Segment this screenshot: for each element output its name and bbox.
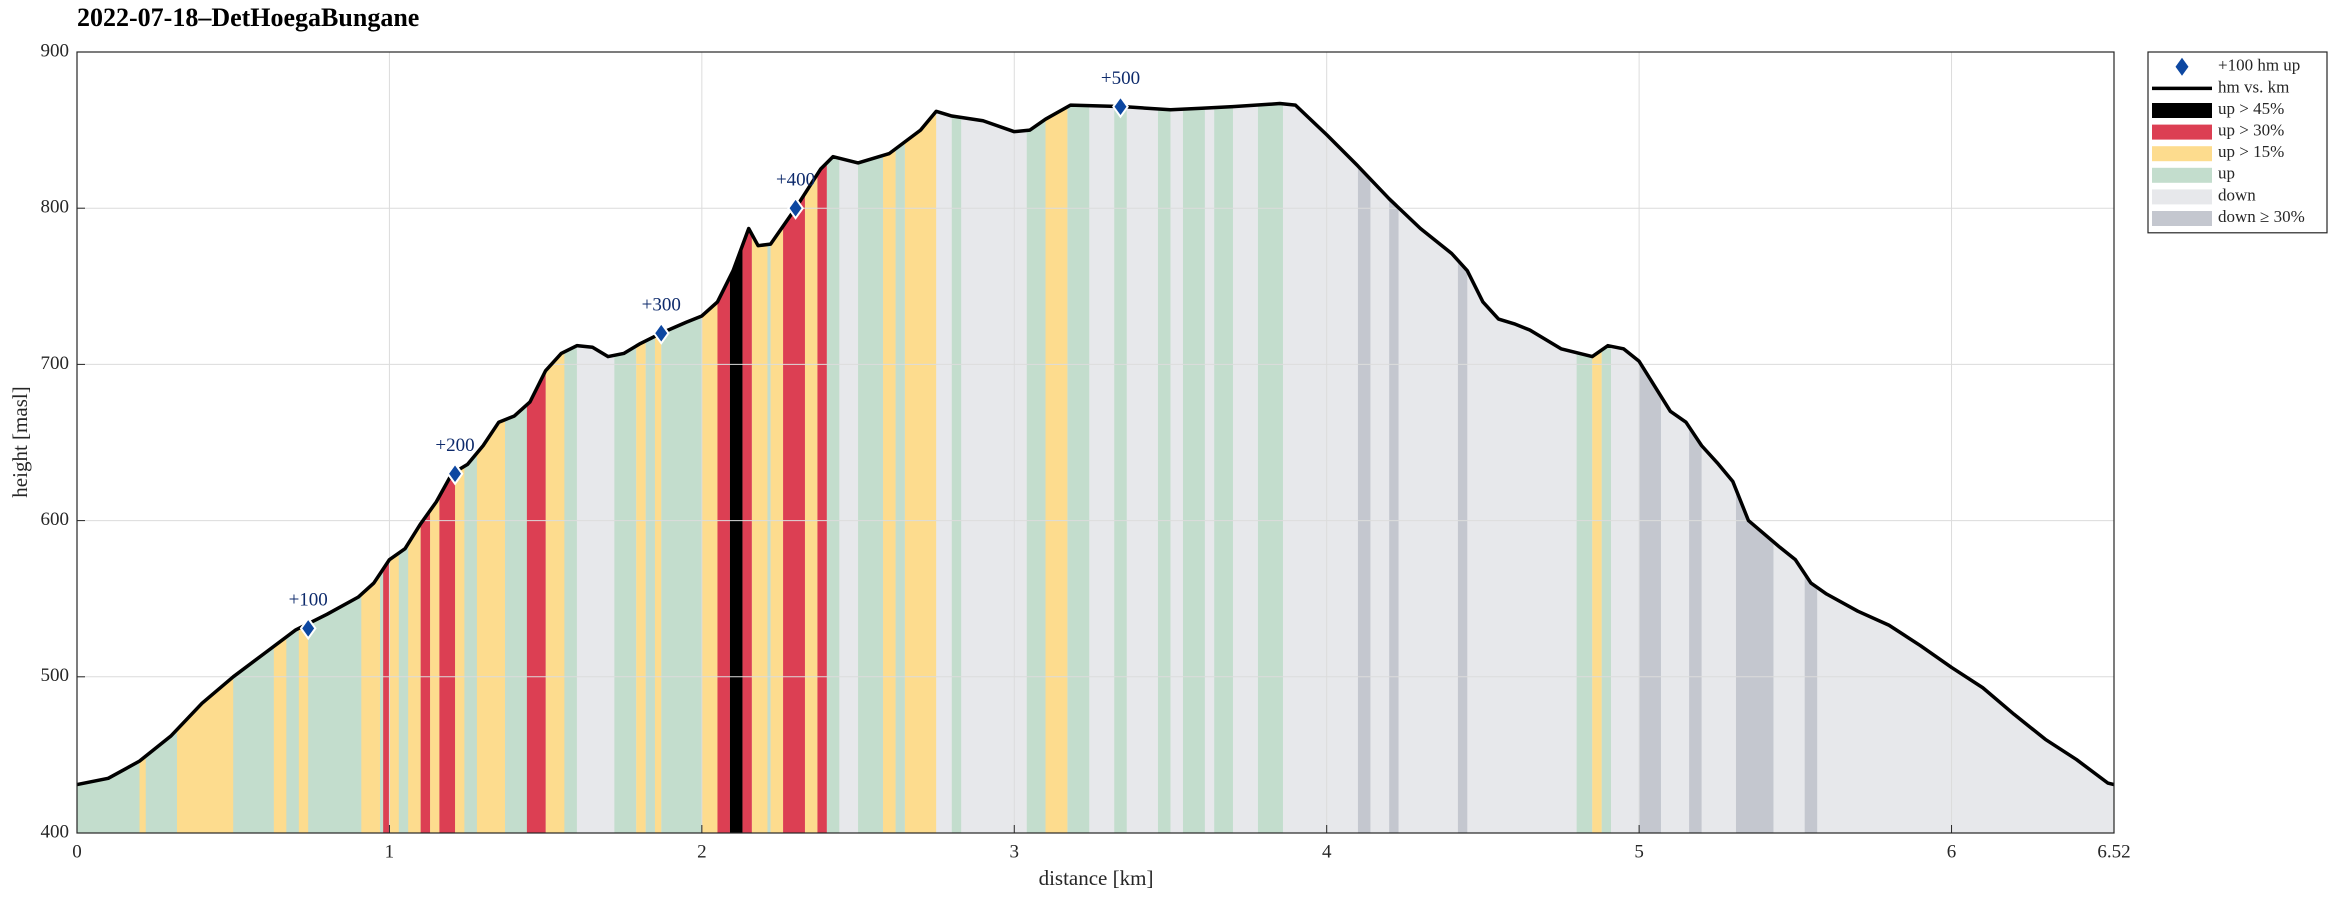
y-tick-label: 500	[41, 665, 70, 686]
chart-title: 2022-07-18–DetHoegaBungane	[77, 3, 419, 32]
band	[1067, 103, 1090, 833]
band	[1457, 103, 1468, 833]
band	[1601, 103, 1611, 833]
band	[176, 103, 234, 833]
band	[742, 103, 752, 833]
band	[1357, 103, 1371, 833]
legend-label: down ≥ 30%	[2218, 207, 2305, 226]
band	[895, 103, 905, 833]
x-tick-label: 5	[1634, 841, 1644, 862]
band	[729, 103, 743, 833]
legend-swatch	[2152, 103, 2212, 118]
band	[645, 103, 655, 833]
y-tick-label: 700	[41, 353, 70, 374]
x-tick-label: 4	[1322, 841, 1332, 862]
band	[636, 103, 646, 833]
band	[701, 103, 718, 833]
marker-label: +300	[642, 295, 681, 316]
band	[1182, 103, 1205, 833]
band	[1639, 103, 1661, 833]
band	[1592, 103, 1602, 833]
band	[883, 103, 896, 833]
band	[545, 103, 565, 833]
y-tick-label: 400	[41, 821, 70, 842]
band	[389, 103, 399, 833]
band	[951, 103, 962, 833]
marker	[787, 196, 805, 220]
marker	[446, 462, 464, 486]
marker-label: +400	[776, 170, 815, 191]
band	[654, 103, 662, 833]
band	[783, 103, 805, 833]
band	[1804, 103, 1818, 833]
y-axis-label: height [masl]	[8, 386, 32, 497]
legend-label: down	[2218, 185, 2256, 204]
y-tick-label: 600	[41, 509, 70, 530]
band	[1114, 103, 1127, 833]
band	[273, 103, 287, 833]
legend-swatch	[2152, 211, 2212, 226]
band	[1214, 103, 1233, 833]
band	[383, 103, 390, 833]
band	[361, 103, 381, 833]
legend-label: up	[2218, 164, 2235, 183]
band	[1157, 103, 1171, 833]
marker	[1112, 94, 1129, 119]
legend-swatch	[2152, 124, 2212, 140]
marker-label: +100	[289, 590, 328, 611]
legend-swatch	[2152, 189, 2212, 205]
band	[804, 103, 818, 833]
band	[770, 103, 784, 833]
band	[904, 103, 937, 833]
band	[1026, 103, 1046, 833]
band	[1576, 103, 1593, 833]
band	[476, 103, 506, 833]
marker-label: +200	[435, 435, 474, 456]
x-tick-label: 2	[697, 841, 707, 862]
marker	[652, 321, 670, 345]
x-tick-label: 3	[1010, 841, 1020, 862]
legend-label: +100 hm up	[2218, 56, 2300, 75]
y-tick-label: 900	[41, 40, 70, 61]
band	[408, 103, 421, 833]
band	[614, 103, 637, 833]
band	[858, 103, 884, 833]
band	[826, 103, 840, 833]
marker	[299, 616, 317, 641]
marker-label: +500	[1101, 68, 1140, 89]
band	[764, 103, 771, 833]
band	[661, 103, 702, 833]
x-tick-label: 6.52	[2097, 841, 2130, 862]
band	[139, 103, 146, 833]
band	[1735, 103, 1774, 833]
y-tick-label: 800	[41, 197, 70, 218]
legend-label: up > 45%	[2218, 99, 2284, 118]
plot-frame	[76, 51, 2115, 834]
legend-swatch	[2152, 146, 2212, 162]
band	[420, 103, 431, 833]
band	[717, 103, 730, 833]
legend-swatch	[2152, 167, 2212, 183]
legend-marker	[2175, 57, 2189, 76]
band	[298, 103, 309, 833]
x-tick-label: 6	[1947, 841, 1957, 862]
band	[817, 103, 827, 833]
band	[526, 103, 546, 833]
band	[1389, 103, 1399, 833]
legend-label: up > 30%	[2218, 121, 2284, 140]
bands	[77, 103, 2114, 833]
x-tick-label: 0	[72, 841, 82, 862]
band	[1257, 103, 1283, 833]
legend-label: hm vs. km	[2218, 77, 2289, 96]
band	[751, 103, 768, 833]
band	[1045, 103, 1068, 833]
x-tick-label: 1	[385, 841, 395, 862]
x-axis-label: distance [km]	[1039, 866, 1154, 890]
legend-label: up > 15%	[2218, 142, 2284, 161]
